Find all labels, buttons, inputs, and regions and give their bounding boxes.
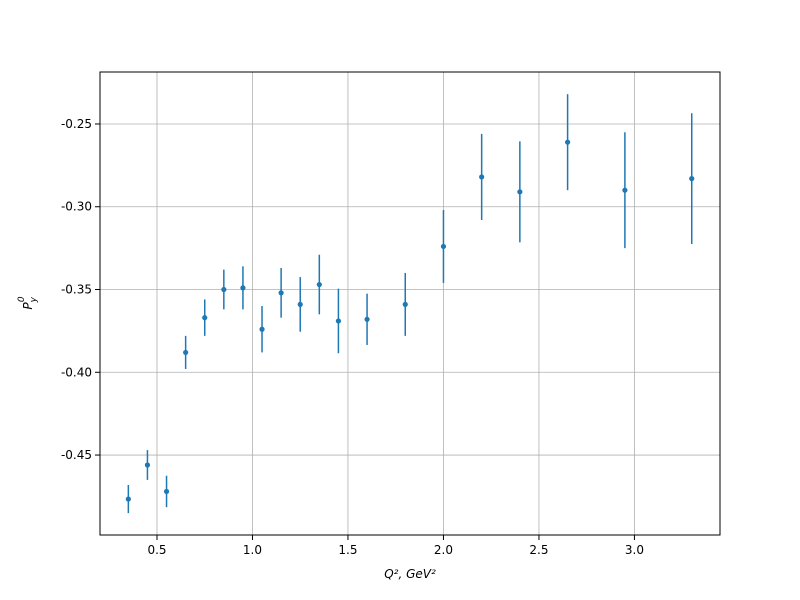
- x-tick-label: 1.5: [338, 543, 357, 557]
- x-axis-label: Q², GeV²: [384, 567, 436, 581]
- point: [402, 301, 408, 308]
- point: [259, 326, 265, 332]
- point: [163, 488, 170, 495]
- point: [221, 286, 227, 293]
- x-tick-label: 2.5: [529, 543, 548, 557]
- y-tick-label: -0.35: [61, 283, 92, 297]
- point: [278, 290, 284, 296]
- point: [364, 316, 370, 322]
- point: [202, 315, 208, 321]
- plot-frame: [99, 71, 721, 536]
- point: [240, 285, 246, 291]
- y-label-sup: 0: [17, 296, 27, 302]
- y-tick-label: -0.25: [61, 117, 92, 131]
- y-tick-label: -0.45: [61, 448, 92, 462]
- x-tick-label: 2.0: [434, 543, 453, 557]
- x-tick-label: 0.5: [147, 543, 166, 557]
- point: [316, 281, 322, 288]
- point: [517, 189, 523, 195]
- y-tick-label: -0.30: [61, 200, 92, 214]
- x-tick-label: 1.0: [243, 543, 262, 557]
- y-label-symbol: P: [21, 302, 35, 310]
- y-label-sub: y: [29, 296, 39, 303]
- point: [440, 243, 447, 250]
- point: [335, 318, 342, 324]
- point: [144, 462, 151, 468]
- point: [564, 139, 571, 145]
- x-tick-label: 3.0: [625, 543, 644, 557]
- y-axis-label: Py0: [17, 296, 39, 310]
- y-tick-label: -0.40: [61, 365, 92, 379]
- point: [479, 174, 485, 180]
- point: [125, 496, 131, 502]
- point: [297, 301, 303, 308]
- point: [183, 349, 189, 356]
- point: [622, 187, 628, 193]
- point: [689, 176, 695, 182]
